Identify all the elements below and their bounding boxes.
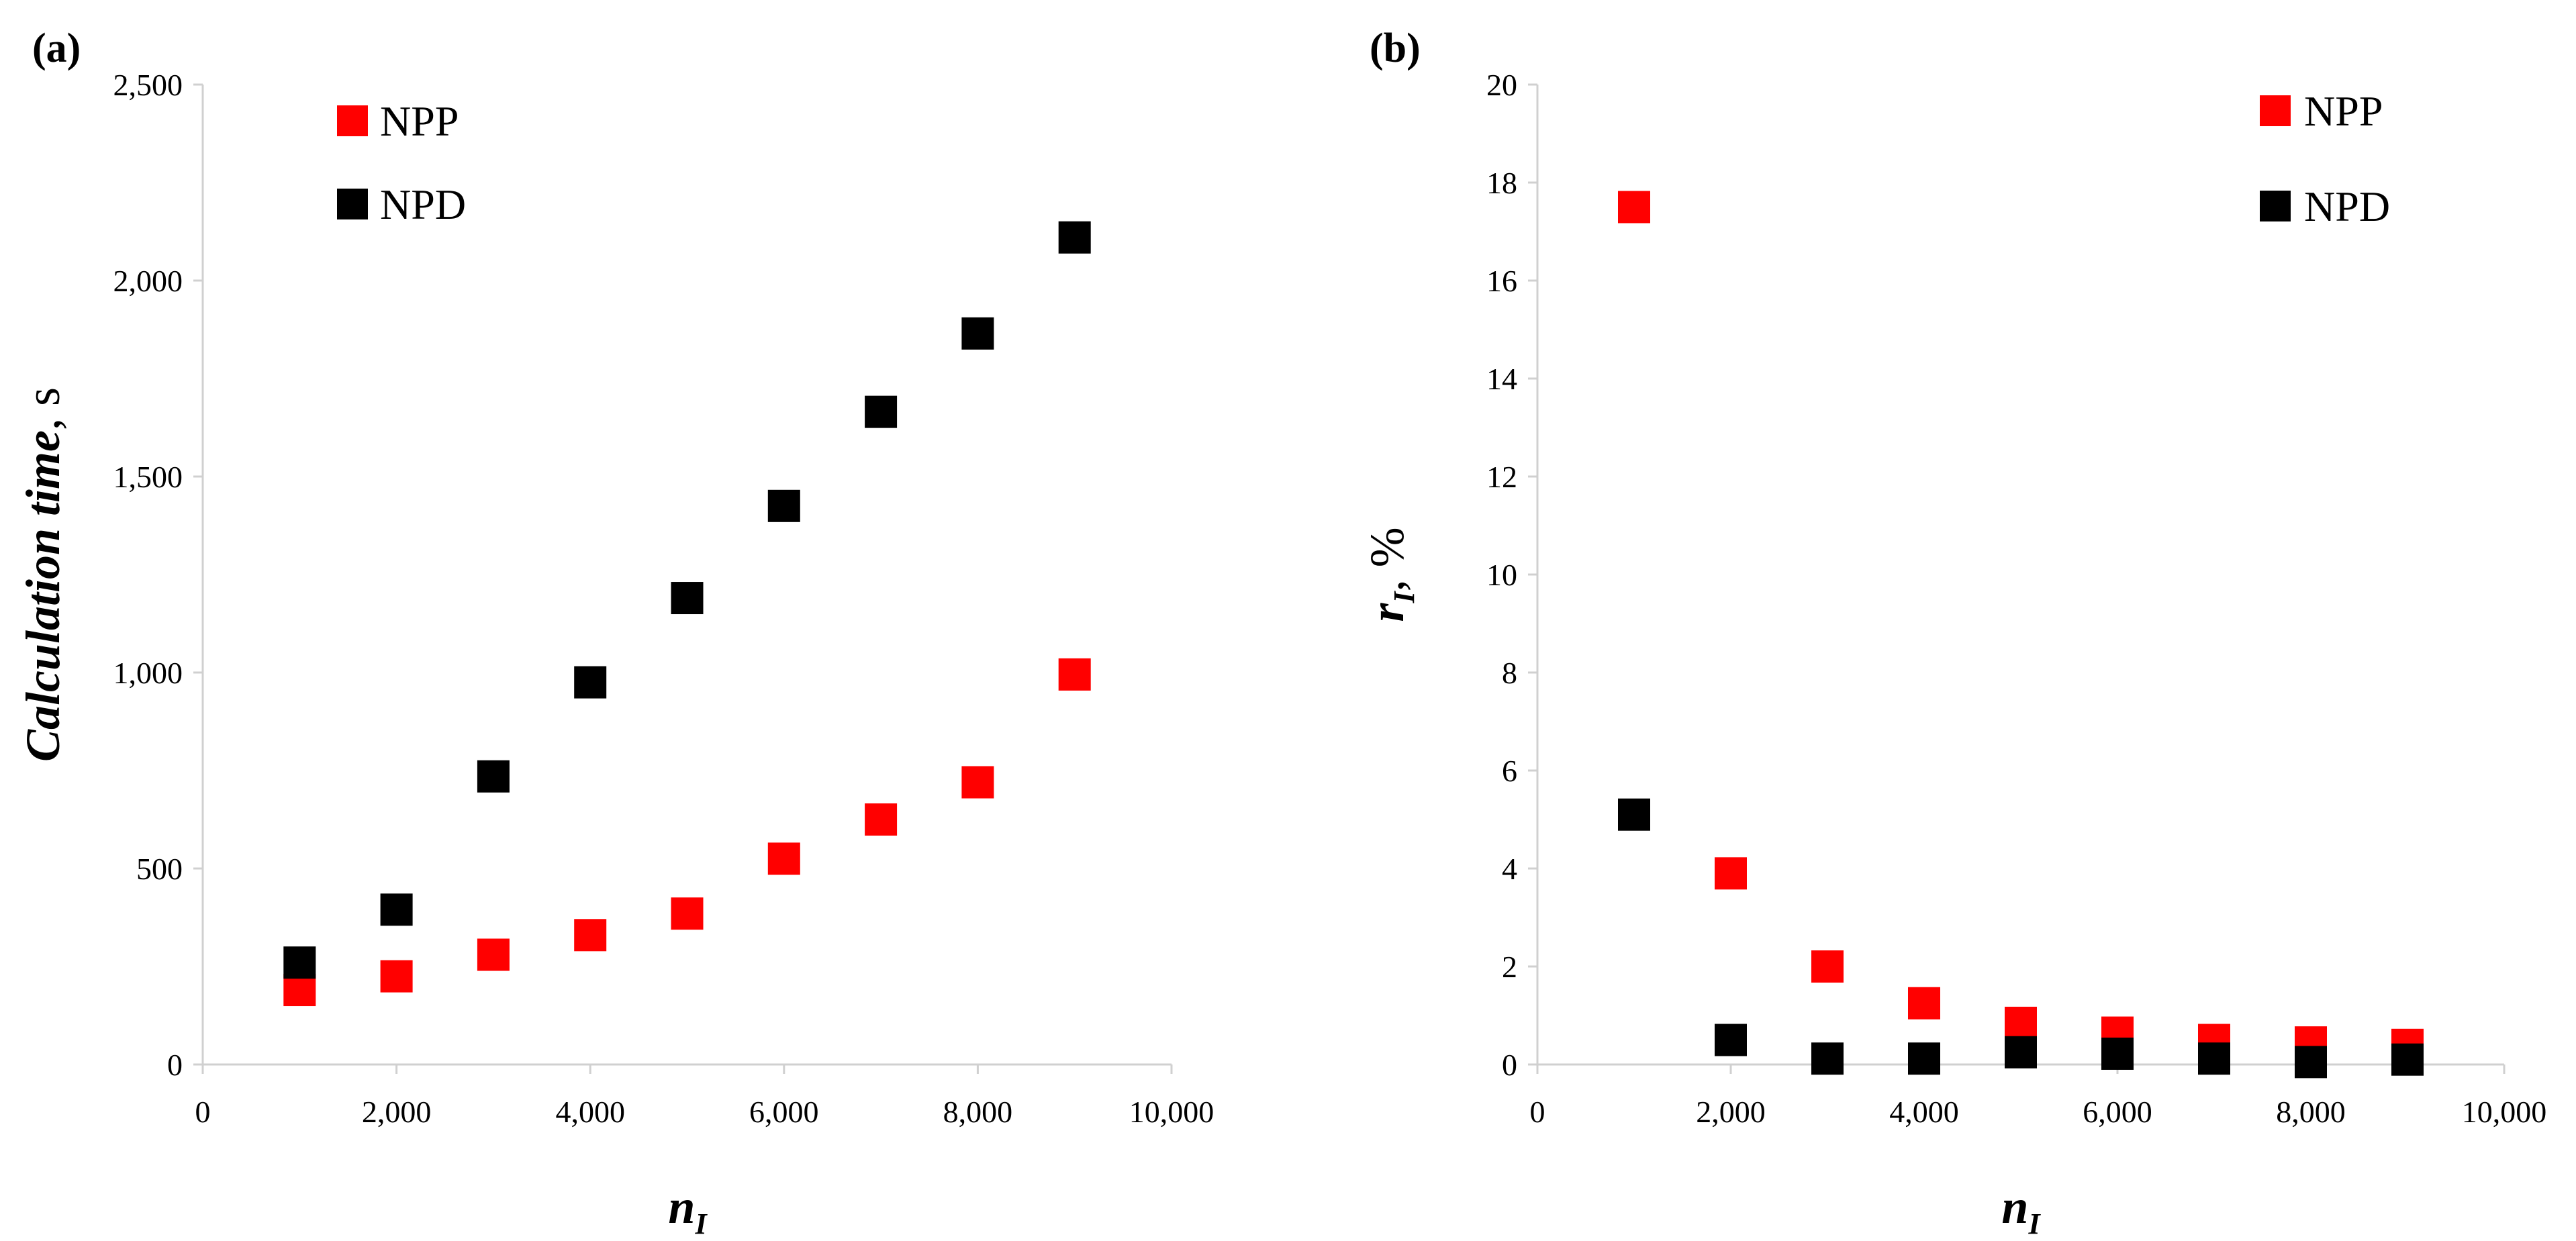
data-point-npd — [2198, 1042, 2230, 1075]
panel-label: (b) — [1370, 26, 1421, 71]
legend-label-npp: NPP — [2304, 87, 2383, 135]
y-tick-label: 0 — [167, 1048, 183, 1082]
data-point-npp — [1811, 950, 1844, 983]
data-point-npd — [961, 317, 994, 350]
x-tick-label: 6,000 — [749, 1095, 819, 1129]
x-tick-label: 4,000 — [1889, 1095, 1959, 1129]
x-tick-label: 0 — [195, 1095, 211, 1129]
legend-label-npd: NPD — [2304, 183, 2390, 230]
y-tick-label: 10 — [1486, 558, 1517, 592]
y-tick-label: 20 — [1486, 68, 1517, 102]
x-axis-label-subscript: I — [2028, 1207, 2041, 1240]
x-tick-label: 10,000 — [1129, 1095, 1214, 1129]
y-tick-label: 2,000 — [113, 264, 183, 298]
data-point-npd — [1811, 1042, 1844, 1075]
data-point-npd — [477, 760, 510, 793]
y-axis-label: Calculation time, s — [16, 387, 70, 762]
data-point-npp — [671, 897, 704, 930]
x-axis-label-subscript: I — [694, 1207, 708, 1240]
y-tick-label: 8 — [1502, 656, 1517, 690]
x-tick-label: 10,000 — [2462, 1095, 2547, 1129]
y-tick-label: 16 — [1486, 264, 1517, 298]
y-axis-label-unit: , s — [16, 387, 70, 430]
x-tick-label: 2,000 — [1696, 1095, 1766, 1129]
x-tick-label: 8,000 — [2276, 1095, 2346, 1129]
y-axis-label-main: r — [1360, 603, 1414, 622]
y-tick-label: 2 — [1502, 950, 1517, 984]
data-point-npd — [1715, 1024, 1747, 1056]
y-tick-label: 14 — [1486, 362, 1517, 396]
legend-label-npp: NPP — [380, 97, 459, 145]
data-point-npd — [283, 946, 316, 979]
x-tick-label: 0 — [1530, 1095, 1545, 1129]
data-point-npd — [671, 582, 704, 615]
data-point-npp — [380, 960, 413, 993]
y-tick-label: 12 — [1486, 460, 1517, 494]
data-point-npd — [1058, 221, 1091, 254]
y-tick-label: 0 — [1502, 1048, 1517, 1082]
data-point-npd — [2295, 1046, 2327, 1079]
legend-marker-npd — [2260, 191, 2291, 221]
x-axis-label-main: n — [2001, 1180, 2028, 1234]
chart-panel-b: (b) 0 2 4 6 8 10 12 14 16 18 20 0 2,000 4,000 6,000 8,00… — [1360, 26, 2546, 1240]
data-point-npp — [283, 974, 316, 1007]
data-point-npd — [574, 666, 607, 699]
y-axis-label-subscript: I — [1388, 591, 1421, 604]
x-tick-label: 2,000 — [362, 1095, 432, 1129]
data-point-npp — [1908, 987, 1940, 1020]
y-axis-label-unit: , % — [1360, 527, 1414, 591]
x-tick-label: 6,000 — [2083, 1095, 2152, 1129]
data-point-npd — [2391, 1043, 2424, 1076]
legend-marker-npp — [2260, 95, 2291, 126]
y-tick-label: 1,500 — [113, 460, 183, 494]
data-point-npd — [380, 893, 413, 926]
panel-label: (a) — [32, 26, 81, 71]
data-point-npd — [1908, 1042, 1940, 1075]
x-tick-label: 4,000 — [555, 1095, 625, 1129]
y-tick-label: 4 — [1502, 852, 1517, 886]
legend-marker-npd — [337, 189, 368, 219]
data-point-npd — [767, 489, 800, 522]
y-axis-label-main: Calculation time — [16, 430, 70, 762]
data-point-npd — [2005, 1036, 2037, 1069]
data-point-npd — [2101, 1037, 2134, 1070]
data-point-npp — [2005, 1006, 2037, 1039]
data-point-npp — [767, 842, 800, 875]
x-tick-label: 8,000 — [943, 1095, 1013, 1129]
data-point-npp — [1618, 191, 1650, 224]
x-axis-label-main: n — [668, 1180, 695, 1234]
data-point-npp — [574, 919, 607, 952]
y-tick-label: 1,000 — [113, 656, 183, 690]
data-point-npp — [1715, 857, 1747, 890]
y-tick-label: 6 — [1502, 754, 1517, 788]
data-point-npp — [477, 938, 510, 971]
legend-label-npd: NPD — [380, 181, 466, 228]
y-tick-label: 18 — [1486, 166, 1517, 200]
y-tick-label: 2,500 — [113, 68, 183, 102]
data-point-npp — [1058, 658, 1091, 691]
data-point-npd — [1618, 798, 1650, 831]
chart-panel-a: (a) 0 500 1,000 1,500 2,000 2,500 0 2,000 4,000 6,… — [16, 26, 1214, 1240]
y-tick-label: 500 — [136, 852, 183, 886]
y-axis-label: rI, % — [1360, 527, 1421, 622]
x-axis-label: nI — [668, 1180, 708, 1240]
data-point-npp — [961, 766, 994, 799]
x-axis-label: nI — [2001, 1180, 2041, 1240]
data-point-npd — [865, 395, 898, 428]
legend-marker-npp — [337, 105, 368, 136]
data-point-npp — [865, 803, 898, 836]
